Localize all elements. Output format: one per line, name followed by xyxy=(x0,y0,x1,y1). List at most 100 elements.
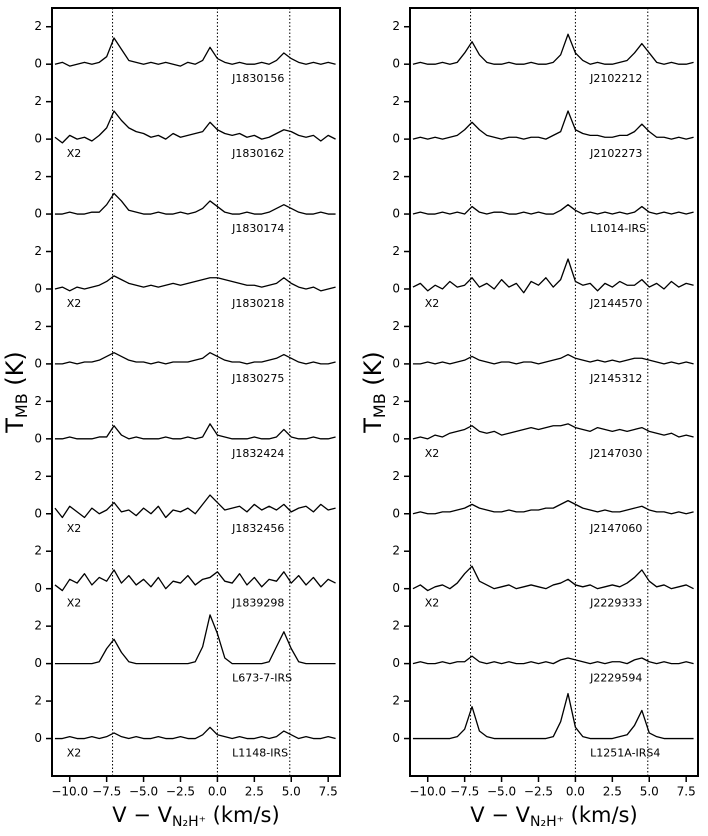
y-tick-label: 0 xyxy=(392,356,400,370)
spectrum xyxy=(412,423,694,440)
y-tick-label: 2 xyxy=(392,19,400,33)
spectrum xyxy=(54,726,336,740)
x-axis-label: V − VN₂H⁺ (km/s) xyxy=(112,803,279,830)
x-tick-label: 0.0 xyxy=(208,785,227,799)
spectrum-label: L1251A-IRS4 xyxy=(590,747,660,760)
y-tick-label: 2 xyxy=(34,94,42,108)
spectrum xyxy=(412,204,694,215)
y-tick-label: 0 xyxy=(392,656,400,670)
scale-label: X2 xyxy=(67,147,82,160)
y-tick-label: 2 xyxy=(34,694,42,708)
y-tick-label: 2 xyxy=(34,19,42,33)
y-tick-label: 2 xyxy=(34,544,42,558)
y-tick-label: 0 xyxy=(34,431,42,445)
y-axis-label: TMB (K) xyxy=(359,351,389,434)
y-label-sub: MB xyxy=(12,393,31,418)
y-axis-label: TMB (K) xyxy=(1,351,31,434)
spectrum xyxy=(412,353,694,365)
y-tick-label: 2 xyxy=(34,619,42,633)
y-label-unit: (K) xyxy=(359,351,387,393)
spectrum-label: J2145312 xyxy=(589,372,642,385)
x-tick-label: −7.5 xyxy=(450,785,479,799)
x-tick-label: −5.0 xyxy=(129,785,158,799)
y-tick-label: 0 xyxy=(34,281,42,295)
y-tick-label: 0 xyxy=(392,281,400,295)
spectrum-label: J1830162 xyxy=(231,147,284,160)
scale-label: X2 xyxy=(425,597,440,610)
y-tick-label: 0 xyxy=(34,132,42,146)
y-tick-label: 0 xyxy=(392,506,400,520)
x-tick-label: 0.0 xyxy=(566,785,585,799)
x-tick-label: −7.5 xyxy=(92,785,121,799)
scale-label: X2 xyxy=(67,597,82,610)
x-tick-label: 5.0 xyxy=(282,785,301,799)
panel: J2102212 0 2 J2102273 0 2 L1014-IRS 0 2 J2144570 X… xyxy=(359,7,699,830)
spectrum-label: J2147030 xyxy=(589,447,642,460)
y-tick-label: 0 xyxy=(392,731,400,745)
scale-label: X2 xyxy=(67,747,82,760)
y-tick-label: 0 xyxy=(34,581,42,595)
spectrum-label: J2147060 xyxy=(589,522,642,535)
y-tick-label: 0 xyxy=(34,57,42,71)
y-tick-label: 2 xyxy=(392,169,400,183)
spectrum-label: J1830218 xyxy=(231,297,284,310)
spectrum xyxy=(412,655,694,665)
y-tick-label: 2 xyxy=(34,244,42,258)
scale-label: X2 xyxy=(425,447,440,460)
x-tick-label: 2.5 xyxy=(603,785,622,799)
x-tick-label: −2.5 xyxy=(166,785,195,799)
x-tick-label: 5.0 xyxy=(640,785,659,799)
spectrum xyxy=(54,352,336,365)
scale-label: X2 xyxy=(425,297,440,310)
spectrum xyxy=(54,192,336,215)
y-tick-label: 2 xyxy=(34,169,42,183)
x-tick-label: −5.0 xyxy=(487,785,516,799)
y-tick-label: 0 xyxy=(392,431,400,445)
y-tick-label: 2 xyxy=(392,319,400,333)
y-tick-label: 2 xyxy=(392,544,400,558)
y-label-main: T xyxy=(359,418,387,434)
spectrum-label: J1839298 xyxy=(231,597,284,610)
y-tick-label: 0 xyxy=(34,207,42,221)
spectrum xyxy=(412,565,694,592)
scale-label: X2 xyxy=(67,522,82,535)
y-label-unit: (K) xyxy=(1,351,29,393)
x-label-sub: N₂H⁺ xyxy=(530,814,564,830)
spectrum-label: L1014-IRS xyxy=(590,222,646,235)
spectrum-label: J1830174 xyxy=(231,222,284,235)
x-label-unit: (km/s) xyxy=(564,803,638,827)
y-tick-label: 0 xyxy=(392,132,400,146)
spectrum xyxy=(412,33,694,65)
axes-frame xyxy=(51,7,341,777)
spectrum-label: J1830275 xyxy=(231,372,284,385)
axes-frame xyxy=(409,7,699,777)
spectrum xyxy=(54,275,336,292)
x-label-sub: N₂H⁺ xyxy=(172,814,206,830)
y-tick-label: 0 xyxy=(392,581,400,595)
spectrum-label: J2229594 xyxy=(589,672,642,685)
x-tick-label: −10.0 xyxy=(51,785,88,799)
y-tick-label: 2 xyxy=(392,94,400,108)
spectrum xyxy=(412,692,694,740)
spectrum-label: L673-7-IRS xyxy=(232,672,292,685)
y-label-sub: MB xyxy=(370,393,389,418)
y-tick-label: 2 xyxy=(392,469,400,483)
spectrum-label: J2102212 xyxy=(589,72,642,85)
x-label-main: V − V xyxy=(112,803,172,827)
x-tick-label: 2.5 xyxy=(245,785,264,799)
spectrum xyxy=(54,569,336,592)
y-tick-label: 2 xyxy=(392,394,400,408)
y-tick-label: 0 xyxy=(34,356,42,370)
y-tick-label: 2 xyxy=(392,244,400,258)
spectrum-label: J1832456 xyxy=(231,522,284,535)
spectrum xyxy=(54,110,336,144)
spectrum xyxy=(54,423,336,440)
y-tick-label: 0 xyxy=(392,207,400,221)
x-axis-label: V − VN₂H⁺ (km/s) xyxy=(470,803,637,830)
y-tick-label: 2 xyxy=(392,619,400,633)
spectrum-label: J2102273 xyxy=(589,147,642,160)
x-tick-label: −2.5 xyxy=(524,785,553,799)
y-label-main: T xyxy=(1,418,29,434)
x-tick-label: 7.5 xyxy=(677,785,696,799)
